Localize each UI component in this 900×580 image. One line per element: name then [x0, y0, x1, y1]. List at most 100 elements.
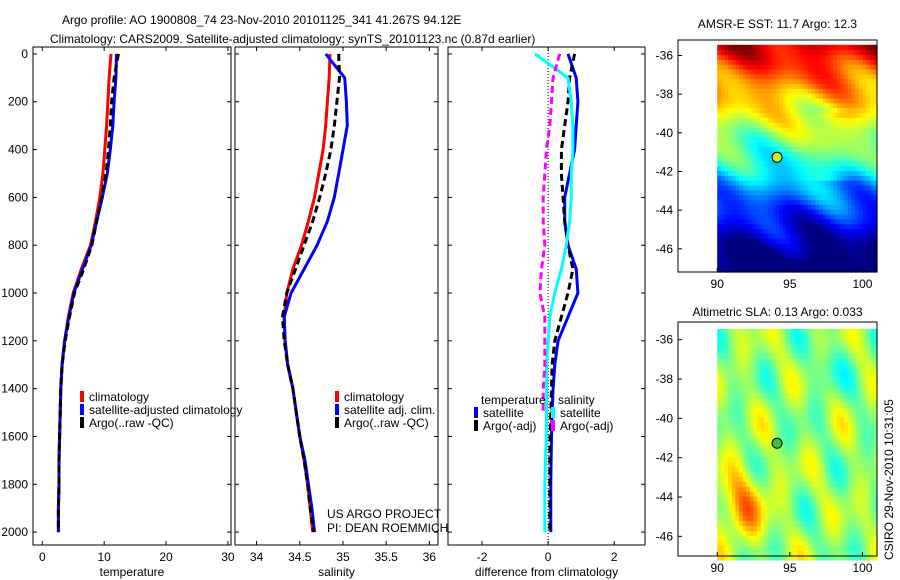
map-cell: [873, 338, 878, 345]
map-cell: [815, 156, 820, 162]
map-cell: [717, 204, 722, 210]
map-cell: [797, 262, 802, 268]
map-cell: [760, 343, 765, 350]
map-cell: [786, 175, 791, 181]
map-cell: [793, 88, 798, 94]
map-cell: [866, 486, 871, 492]
map-cell: [808, 348, 813, 354]
map-cell: [768, 83, 773, 89]
map-cell: [833, 491, 838, 497]
map-cell: [869, 451, 874, 458]
map-cell: [739, 333, 744, 340]
map-cell: [869, 175, 874, 181]
map-cell: [797, 49, 802, 56]
map-cell: [815, 194, 820, 201]
map-cell: [753, 262, 758, 268]
map-cell: [858, 540, 863, 546]
map-cell: [833, 550, 838, 556]
map-cell: [764, 535, 769, 541]
map-cell: [829, 500, 834, 507]
map-cell: [840, 348, 845, 354]
map-cell: [779, 471, 784, 477]
map-cell: [742, 175, 747, 181]
map-cell: [822, 88, 827, 94]
map-cell: [724, 49, 729, 56]
map-cell: [815, 262, 820, 268]
map-cell: [866, 122, 871, 128]
map-cell: [760, 471, 765, 477]
map-cell: [815, 550, 820, 556]
map-cell: [804, 368, 809, 374]
map-cell: [815, 383, 820, 389]
map-cell: [786, 122, 791, 128]
map-cell: [782, 175, 787, 181]
map-cell: [851, 481, 856, 487]
map-cell: [775, 69, 780, 75]
map-cell: [840, 218, 845, 225]
map-cell: [775, 500, 780, 507]
map-cell: [786, 466, 791, 472]
map-cell: [728, 136, 733, 143]
map-cell: [742, 510, 747, 517]
map-cell: [862, 530, 867, 536]
map-cell: [866, 555, 871, 561]
map-cell: [775, 392, 780, 399]
map-cell: [815, 127, 820, 133]
map-cell: [851, 412, 856, 418]
map-cell: [822, 170, 827, 176]
map-cell: [779, 392, 784, 399]
map-cell: [822, 165, 827, 172]
map-cell: [869, 358, 874, 364]
map-cell: [873, 491, 878, 497]
map-cell: [833, 122, 838, 128]
map-cell: [847, 530, 853, 536]
map-cell: [782, 555, 787, 561]
map-cell: [818, 88, 824, 94]
map-cell: [786, 392, 791, 399]
map-cell: [731, 262, 736, 268]
map-cell: [720, 146, 726, 152]
map-cell: [764, 407, 769, 413]
map-cell: [873, 500, 878, 507]
map-cell: [811, 486, 816, 492]
map-cell: [757, 383, 762, 389]
map-cell: [804, 451, 809, 458]
map-cell: [724, 243, 729, 249]
map-cell: [855, 461, 860, 468]
map-cell: [826, 189, 831, 196]
map-cell: [797, 165, 802, 172]
map-cell: [789, 555, 794, 561]
map-cell: [851, 397, 856, 404]
map-cell: [786, 117, 791, 123]
map-cell: [797, 441, 802, 448]
map-cell: [811, 471, 816, 477]
map-cell: [800, 44, 805, 51]
map-cell: [862, 73, 867, 80]
map-cell: [826, 98, 831, 104]
map-cell: [804, 515, 809, 522]
map-cell: [804, 392, 809, 399]
map-cell: [840, 481, 845, 487]
map-cell: [731, 69, 736, 75]
map-cell: [858, 397, 863, 404]
map-cell: [818, 353, 824, 359]
map-cell: [749, 545, 755, 551]
map-cell: [779, 214, 784, 220]
map-cell: [866, 530, 871, 536]
map-cell: [866, 343, 871, 350]
map-cell: [728, 44, 733, 51]
map-cell: [851, 491, 856, 497]
map-cell: [862, 204, 867, 210]
map-cell: [822, 530, 827, 536]
map-cell: [829, 353, 834, 359]
map-cell: [793, 257, 798, 263]
map-cell: [749, 54, 755, 60]
map-cell: [866, 64, 871, 70]
map-cell: [782, 141, 787, 147]
map-cell: [851, 407, 856, 413]
map-cell: [833, 343, 838, 350]
map-cell: [757, 461, 762, 468]
map-cell: [847, 257, 853, 263]
map-cell: [720, 257, 726, 263]
map-cell: [720, 88, 726, 94]
